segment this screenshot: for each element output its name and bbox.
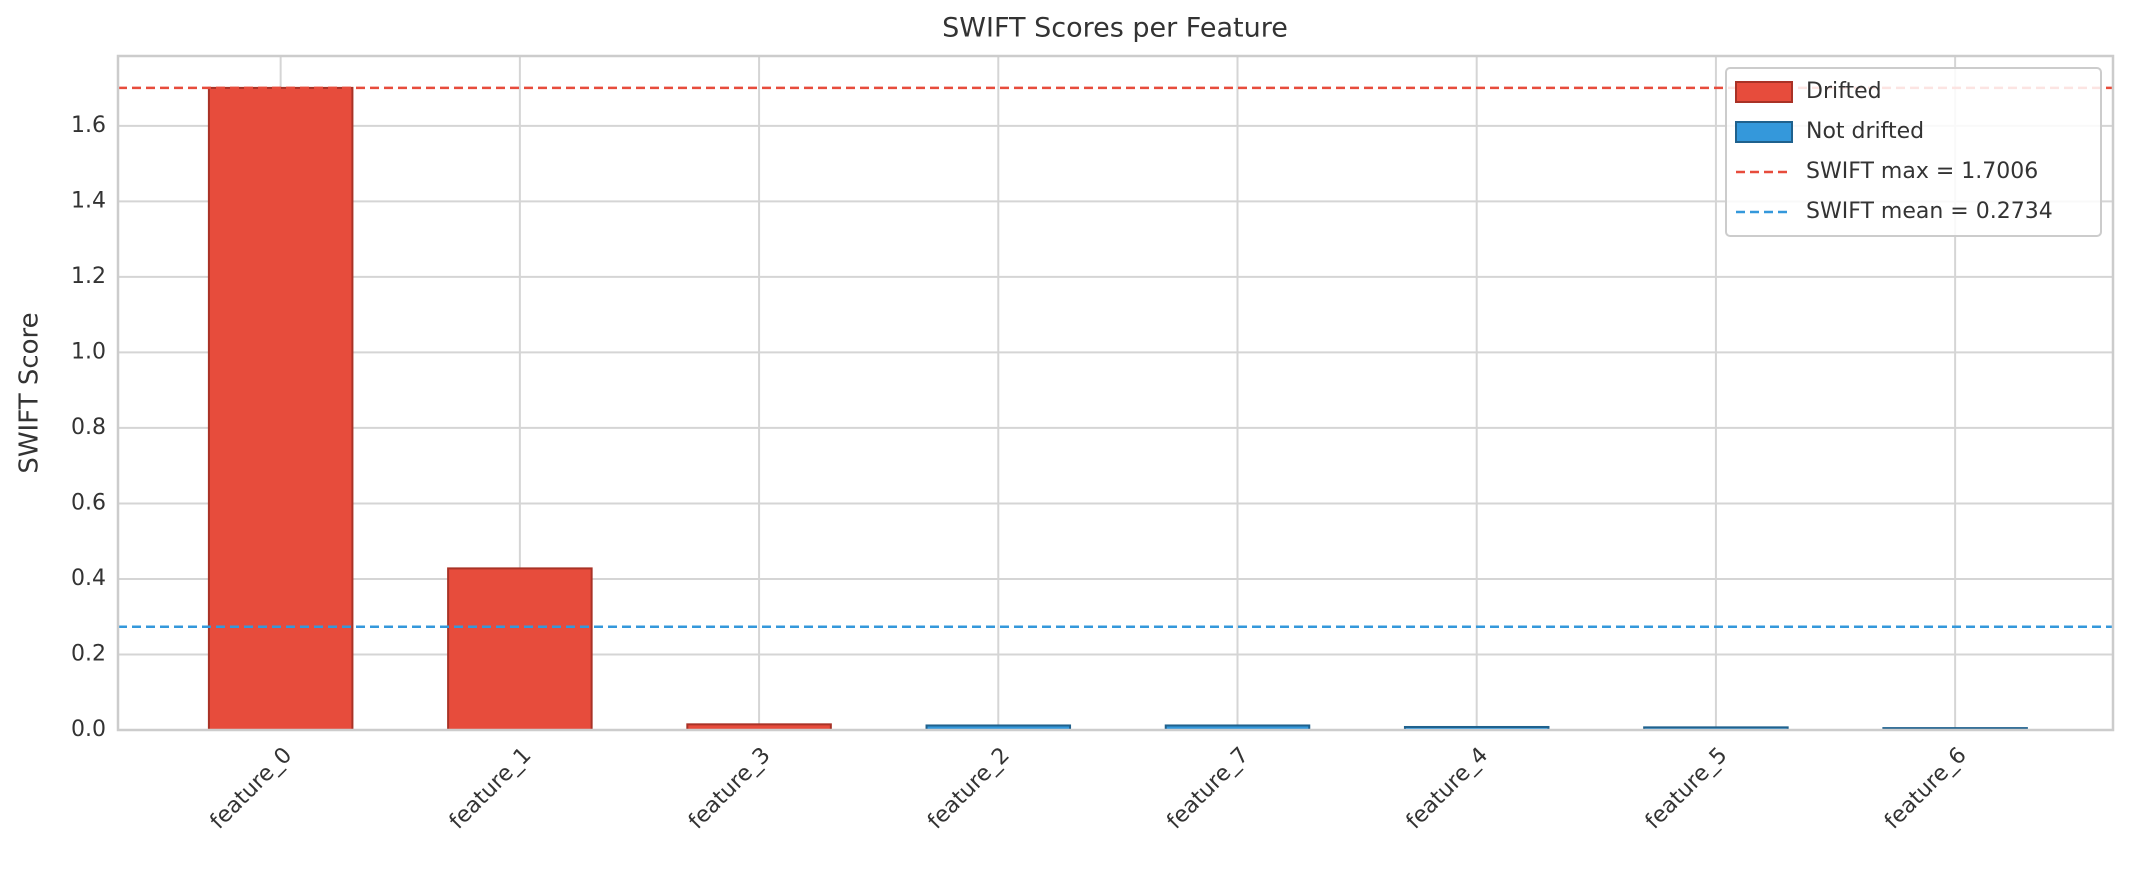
legend-swatch bbox=[1735, 81, 1793, 103]
bar bbox=[447, 567, 593, 732]
x-tick-label: feature_5 bbox=[1641, 743, 1733, 835]
legend-label: Drifted bbox=[1806, 79, 1882, 104]
legend: Drifted Not drifted SWIFT max = 1.7006 SWIF… bbox=[1725, 67, 2102, 237]
legend-frame bbox=[1725, 67, 2102, 237]
x-tick-label: feature_1 bbox=[445, 743, 537, 835]
y-tick-label: 1.2 bbox=[71, 264, 106, 289]
legend-label: SWIFT mean = 0.2734 bbox=[1806, 199, 2053, 224]
y-tick-label: 1.6 bbox=[71, 113, 106, 138]
x-tick-label: feature_2 bbox=[923, 743, 1015, 835]
x-tick-label: feature_4 bbox=[1402, 743, 1494, 835]
x-tick-label: feature_3 bbox=[684, 743, 776, 835]
bar bbox=[207, 86, 354, 731]
y-tick-label: 0.8 bbox=[71, 415, 106, 440]
x-tick-label: feature_0 bbox=[206, 743, 298, 835]
y-tick-label: 1.4 bbox=[71, 188, 106, 213]
y-tick-label: 1.0 bbox=[71, 339, 106, 364]
y-tick-label: 0.2 bbox=[71, 641, 106, 666]
chart-title: SWIFT Scores per Feature bbox=[942, 13, 1288, 44]
plot-frame bbox=[116, 54, 2115, 732]
y-axis-label: SWIFT Score bbox=[15, 312, 45, 473]
y-tick-label: 0.4 bbox=[71, 566, 106, 591]
y-tick-label: 0.6 bbox=[71, 490, 106, 515]
legend-label: SWIFT max = 1.7006 bbox=[1806, 159, 2038, 184]
x-tick-label: feature_6 bbox=[1880, 743, 1972, 835]
x-tick-label: feature_7 bbox=[1162, 743, 1254, 835]
legend-label: Not drifted bbox=[1806, 119, 1924, 144]
legend-swatch bbox=[1735, 121, 1793, 143]
y-tick-label: 0.0 bbox=[71, 717, 106, 742]
